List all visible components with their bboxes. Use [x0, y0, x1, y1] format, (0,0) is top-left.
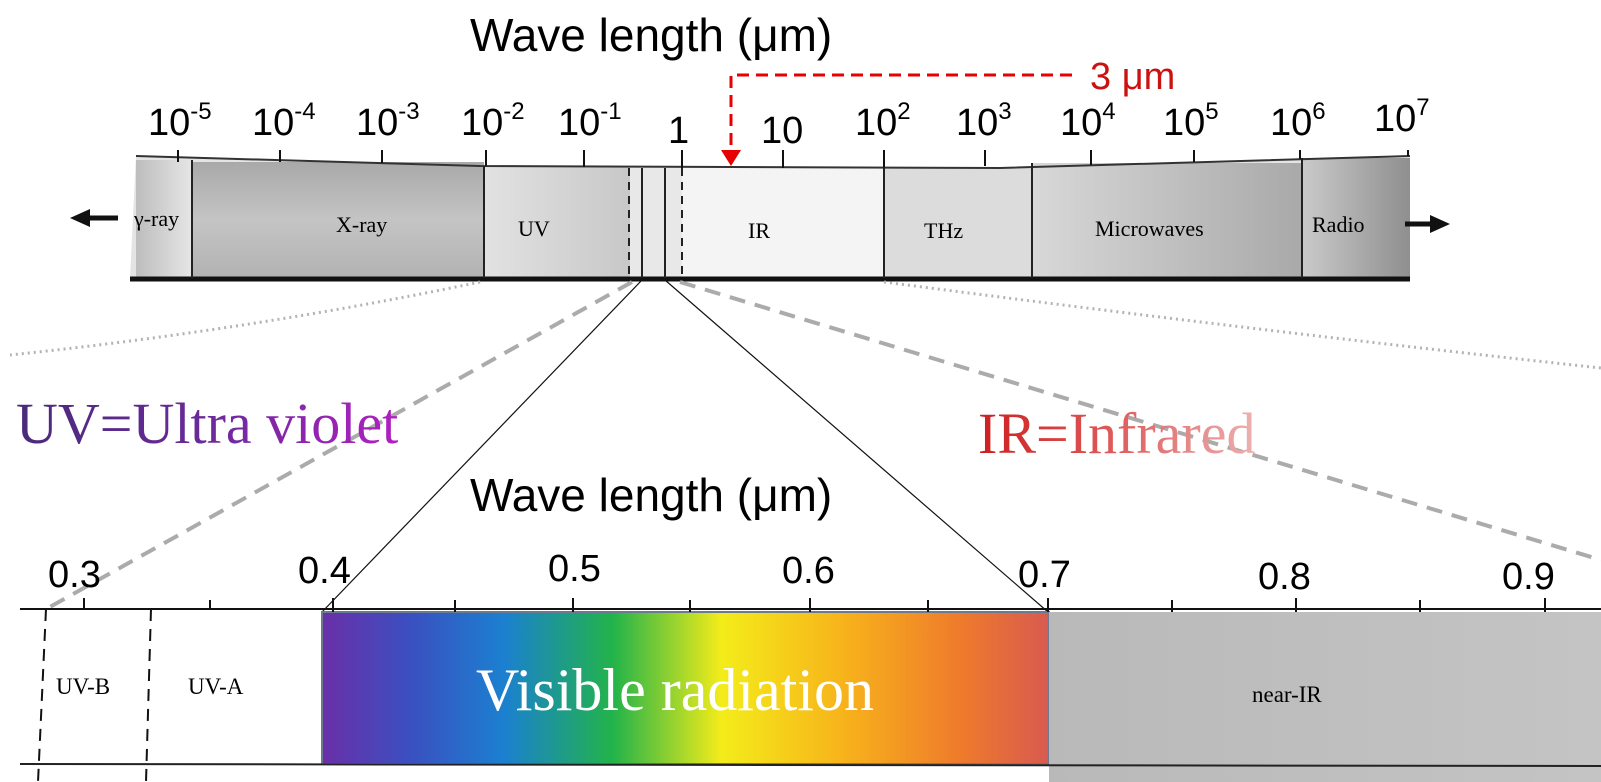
bottom-tick-marks — [83, 598, 1546, 612]
band-label-uvb: UV-B — [56, 674, 111, 699]
top-tick-label: 104 — [1060, 98, 1116, 144]
band-label-gamma: γ-ray — [134, 206, 180, 231]
xray-band-fill — [192, 162, 484, 278]
top-tick-label: 10-4 — [252, 98, 316, 144]
bottom-tick-label: 0.4 — [298, 550, 351, 592]
top-tick-label: 10-5 — [148, 98, 212, 144]
visible-band-fill — [630, 168, 682, 278]
thz-band-fill — [884, 167, 1032, 278]
bottom-tick-label: 0.9 — [1502, 556, 1555, 598]
uv-bottom-fill — [20, 610, 322, 782]
bottom-spectrum-bar — [19, 608, 1601, 782]
band-label-thz: THz — [924, 218, 964, 243]
top-tick-label: 103 — [956, 98, 1012, 144]
top-tick-label: 102 — [855, 98, 911, 144]
three-micron-marker — [721, 73, 1072, 166]
band-label-near-ir: near-IR — [1252, 682, 1322, 707]
top-axis-title: Wave length (μm) — [470, 9, 833, 61]
visible-radiation-band — [321, 611, 1050, 765]
band-label-uva: UV-A — [188, 674, 244, 699]
divider-uvb-left — [37, 608, 47, 782]
top-tick-label: 106 — [1270, 98, 1326, 144]
bottom-bar-bottom-edge — [19, 763, 1601, 767]
top-tick-label: 10 — [761, 110, 804, 152]
top-tick-label: 10-1 — [558, 98, 622, 144]
ir-band-fill — [682, 168, 884, 278]
band-label-ir: IR — [748, 218, 770, 243]
ir-definition: IR=Infrared — [978, 401, 1256, 466]
bottom-tick-label: 0.6 — [782, 550, 835, 592]
radio-band-fill — [1302, 158, 1410, 278]
bottom-tick-label: 0.5 — [548, 548, 601, 590]
near-ir-band-fill — [1049, 612, 1601, 782]
band-label-microwaves: Microwaves — [1095, 216, 1204, 241]
bottom-tick-label: 0.7 — [1018, 554, 1071, 596]
visible-radiation-label: Visible radiation — [476, 657, 874, 723]
top-tick-label: 10-2 — [461, 98, 525, 144]
band-label-radio: Radio — [1312, 212, 1365, 237]
right-arrow-icon — [1405, 215, 1450, 233]
top-tick-marks — [177, 150, 1409, 168]
top-tick-label: 107 — [1374, 94, 1430, 140]
uv-band-fill — [484, 166, 630, 278]
band-label-uv: UV — [518, 216, 550, 241]
top-bar-top-edge — [135, 155, 1411, 170]
uv-definition: UV=Ultra violet — [16, 391, 399, 456]
top-tick-label: 10-3 — [356, 98, 420, 144]
zoom-connectors — [9, 279, 1601, 613]
bottom-tick-label: 0.8 — [1258, 556, 1311, 598]
gamma-band-fill — [136, 160, 192, 278]
divider-uvb-uva — [145, 608, 152, 782]
top-tick-label: 105 — [1163, 98, 1219, 144]
microwaves-band-fill — [1032, 163, 1302, 278]
bottom-axis-title: Wave length (μm) — [470, 469, 833, 521]
band-label-xray: X-ray — [336, 212, 388, 237]
three-micron-label: 3 μm — [1090, 56, 1176, 98]
top-spectrum-bar — [130, 155, 1411, 282]
bottom-tick-label: 0.3 — [48, 554, 101, 596]
top-tick-label: 1 — [668, 110, 690, 152]
left-arrow-icon — [70, 209, 118, 227]
